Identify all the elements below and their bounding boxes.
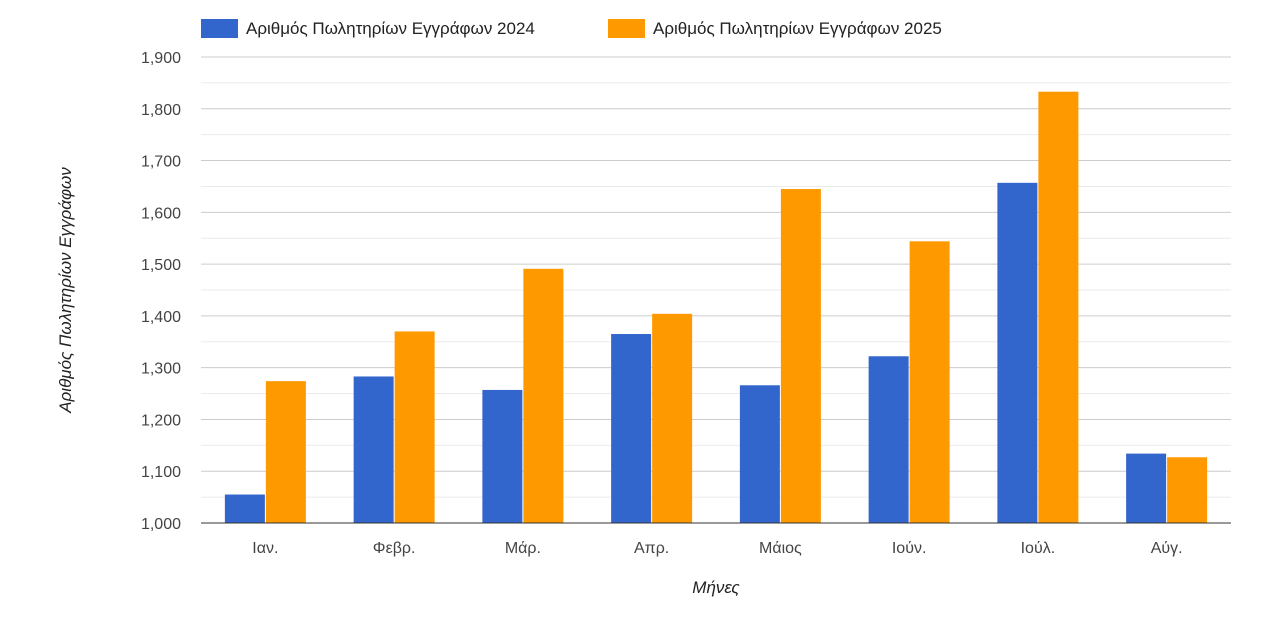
bar-series-1[interactable] [1126,453,1167,523]
y-tick-label: 1,500 [141,257,181,274]
bar-series-1[interactable] [224,494,265,523]
bar-series-2[interactable] [652,313,693,523]
bar-series-2[interactable] [265,381,306,523]
y-tick-label: 1,400 [141,309,181,326]
y-tick-label: 1,600 [141,205,181,222]
y-tick-label: 1,000 [141,516,181,533]
y-tick-label: 1,700 [141,154,181,171]
bars-layer [224,91,1208,524]
x-tick-label: Ιούν. [892,540,927,557]
x-tick-label: Αύγ. [1151,540,1183,557]
x-tick-label: Μάρ. [505,540,541,557]
legend-swatch[interactable] [608,19,645,38]
bar-series-2[interactable] [523,268,564,523]
y-axis-title: Αριθμός Πωλητηρίων Εγγράφων [56,167,75,414]
legend[interactable]: Αριθμός Πωλητηρίων Εγγράφων 2024 Αριθμός … [201,19,942,38]
y-tick-label: 1,100 [141,464,181,481]
x-tick-label: Φεβρ. [373,540,416,557]
bar-series-1[interactable] [868,356,909,523]
bar-series-1[interactable] [739,385,780,523]
x-tick-label: Ιαν. [252,540,278,557]
bar-series-2[interactable] [780,189,821,524]
y-tick-label: 1,900 [141,50,181,67]
x-tick-label: Μάιος [759,540,802,557]
x-axis-title: Μήνες [692,578,740,597]
legend-label[interactable]: Αριθμός Πωλητηρίων Εγγράφων 2024 [246,19,535,38]
bar-series-2[interactable] [1038,91,1079,524]
bar-series-2[interactable] [394,331,435,523]
axis-layer: 1,000 1,100 1,200 1,300 1,400 1,500 1,600 1,700… [141,50,1231,557]
y-tick-label: 1,200 [141,412,181,429]
bar-series-2[interactable] [1167,457,1208,523]
legend-swatch[interactable] [201,19,238,38]
y-tick-label: 1,300 [141,361,181,378]
legend-label[interactable]: Αριθμός Πωλητηρίων Εγγράφων 2025 [653,19,942,38]
bar-series-1[interactable] [611,334,652,523]
y-tick-label: 1,800 [141,102,181,119]
bar-series-1[interactable] [482,389,523,523]
x-tick-label: Ιούλ. [1021,540,1056,557]
x-tick-label: Απρ. [634,540,669,557]
bar-series-1[interactable] [353,376,394,523]
bar-series-2[interactable] [909,241,950,523]
bar-series-1[interactable] [997,182,1038,523]
